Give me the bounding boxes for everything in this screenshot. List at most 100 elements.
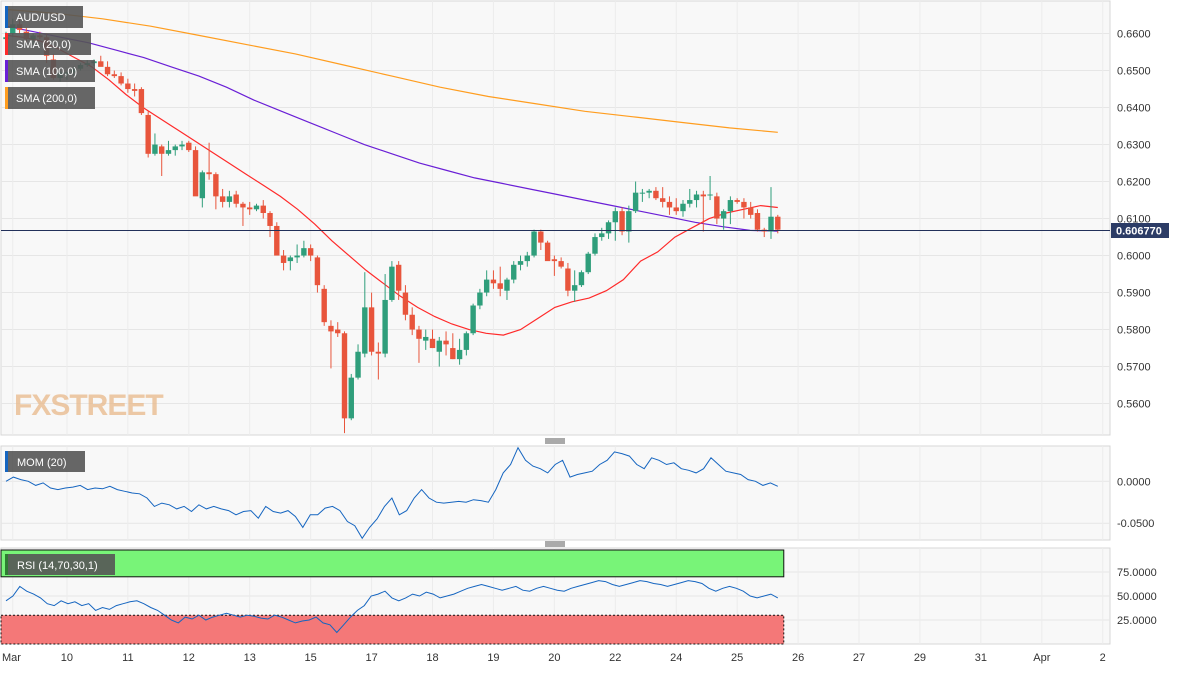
candle	[179, 140, 185, 151]
candle	[186, 140, 192, 152]
candle	[341, 331, 348, 434]
rsi-oversold-zone	[0, 614, 785, 645]
mom-y-tick-label: -0.0500	[1117, 518, 1154, 530]
candle	[131, 83, 138, 97]
candle	[409, 307, 415, 336]
svg-text:SMA (200,0): SMA (200,0)	[16, 93, 77, 105]
candle	[368, 292, 375, 356]
rsi-line	[5, 580, 779, 634]
main-panel	[0, 0, 1111, 436]
mom-line	[5, 446, 779, 540]
x-tick-label: 20	[548, 652, 560, 664]
legend-item[interactable]: SMA (100,0)	[5, 60, 95, 82]
candle	[524, 251, 530, 267]
candle	[260, 200, 266, 219]
candle	[165, 140, 172, 156]
candle	[267, 211, 273, 238]
candle	[382, 274, 388, 358]
candle	[253, 203, 260, 212]
candle	[375, 342, 382, 380]
sma-100-line	[5, 25, 778, 232]
x-tick-label: 13	[244, 652, 256, 664]
candle	[687, 188, 693, 208]
candle	[504, 277, 510, 300]
x-tick-label: 10	[61, 652, 73, 664]
rsi-legend[interactable]: RSI (14,70,30,1)	[5, 554, 115, 575]
candle	[666, 196, 673, 215]
candle	[605, 220, 612, 239]
candle	[450, 333, 456, 360]
candle	[592, 233, 598, 256]
candle	[720, 209, 727, 230]
candle	[389, 261, 395, 302]
candle	[159, 144, 165, 177]
svg-text:SMA (20,0): SMA (20,0)	[16, 39, 71, 51]
legend-item[interactable]: SMA (20,0)	[5, 33, 91, 55]
x-tick-label: 18	[426, 652, 438, 664]
legend-item[interactable]: AUD/USD	[5, 6, 83, 28]
candle	[612, 207, 618, 241]
watermark: FXSTREET	[14, 389, 163, 422]
mom-legend[interactable]: MOM (20)	[5, 451, 85, 472]
y-tick-label: 0.6200	[1117, 177, 1151, 189]
candle	[483, 270, 490, 297]
candle	[714, 192, 720, 225]
candle	[152, 133, 158, 156]
candle	[653, 187, 659, 201]
candle	[626, 205, 632, 243]
candle	[314, 255, 321, 293]
candle	[551, 255, 558, 276]
candle	[571, 270, 578, 302]
candle	[429, 329, 436, 349]
candle	[335, 322, 341, 337]
candle	[517, 255, 524, 271]
x-tick-label: Mar	[2, 652, 21, 664]
svg-text:RSI (14,70,30,1): RSI (14,70,30,1)	[17, 560, 98, 572]
y-tick-label: 0.5800	[1117, 325, 1151, 337]
candle	[247, 201, 253, 215]
x-tick-label: 26	[792, 652, 804, 664]
candle	[402, 285, 409, 321]
candle	[294, 244, 300, 263]
candle	[680, 200, 686, 217]
mom-resize-handle[interactable]	[545, 438, 565, 444]
y-tick-label: 0.6600	[1117, 29, 1151, 41]
y-tick-label: 0.6100	[1117, 214, 1151, 226]
candle	[287, 255, 294, 271]
candle	[125, 78, 131, 93]
candle	[477, 288, 483, 310]
y-tick-label: 0.6500	[1117, 66, 1151, 78]
candle	[707, 176, 713, 201]
sma-200-line	[5, 8, 778, 133]
rsi-resize-handle[interactable]	[545, 541, 565, 547]
y-tick-label: 0.5900	[1117, 288, 1151, 300]
mom-y-tick-label: 0.0000	[1117, 476, 1151, 488]
x-tick-label: 29	[914, 652, 926, 664]
candle	[538, 229, 544, 251]
candle	[754, 209, 761, 232]
candle	[748, 201, 754, 219]
candle	[104, 61, 111, 77]
x-tick-label: 17	[365, 652, 377, 664]
candle	[192, 146, 199, 197]
x-tick-label: 15	[305, 652, 317, 664]
candle	[395, 261, 402, 300]
candle	[531, 229, 537, 258]
candle	[145, 111, 151, 158]
x-tick-label: 31	[975, 652, 987, 664]
current-price-tag: 0.606770	[1111, 223, 1169, 239]
x-tick-label: 12	[183, 652, 195, 664]
y-tick-label: 0.6400	[1117, 103, 1151, 115]
rsi-y-tick-label: 25.0000	[1117, 615, 1157, 627]
x-tick-label: 24	[670, 652, 682, 664]
candle	[301, 240, 307, 258]
candle	[240, 201, 246, 226]
candle	[328, 320, 334, 369]
x-tick-label: 2	[1100, 652, 1106, 664]
candle	[226, 190, 233, 208]
legend-item[interactable]: SMA (200,0)	[5, 87, 95, 109]
candle	[639, 188, 646, 202]
candle	[172, 144, 178, 156]
candle	[470, 303, 476, 336]
